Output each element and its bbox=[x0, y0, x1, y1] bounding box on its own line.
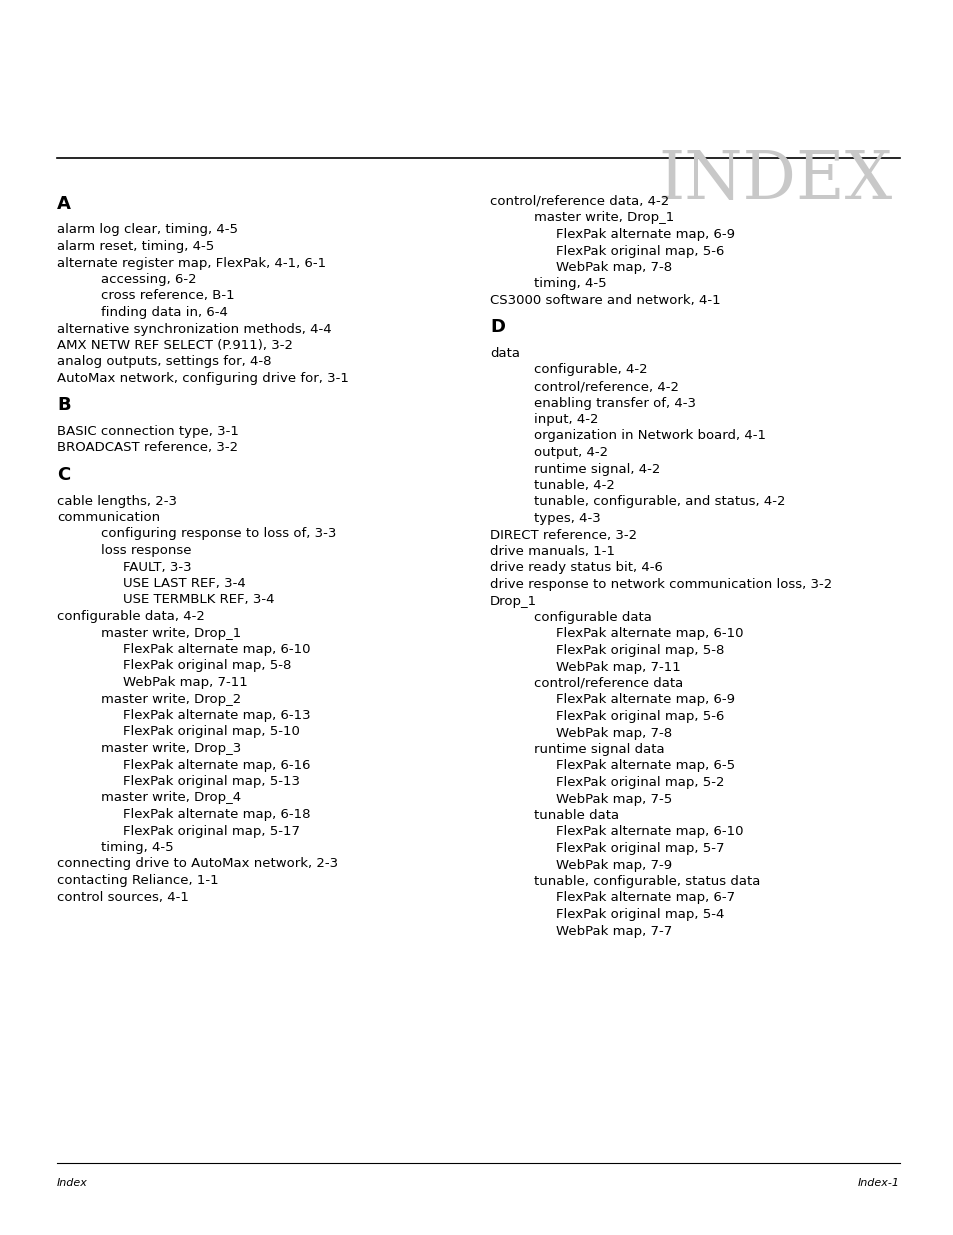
Text: timing, 4-5: timing, 4-5 bbox=[101, 841, 173, 853]
Text: FlexPak original map, 5-7: FlexPak original map, 5-7 bbox=[556, 842, 723, 855]
Text: WebPak map, 7-7: WebPak map, 7-7 bbox=[556, 925, 672, 937]
Text: configurable data, 4-2: configurable data, 4-2 bbox=[57, 610, 205, 622]
Text: finding data in, 6-4: finding data in, 6-4 bbox=[101, 306, 228, 319]
Text: WebPak map, 7-11: WebPak map, 7-11 bbox=[123, 676, 248, 689]
Text: analog outputs, settings for, 4-8: analog outputs, settings for, 4-8 bbox=[57, 356, 272, 368]
Text: master write, Drop_4: master write, Drop_4 bbox=[101, 792, 241, 804]
Text: control/reference data, 4-2: control/reference data, 4-2 bbox=[490, 195, 669, 207]
Text: cross reference, B-1: cross reference, B-1 bbox=[101, 289, 234, 303]
Text: BASIC connection type, 3-1: BASIC connection type, 3-1 bbox=[57, 425, 238, 438]
Text: accessing, 6-2: accessing, 6-2 bbox=[101, 273, 196, 287]
Text: connecting drive to AutoMax network, 2-3: connecting drive to AutoMax network, 2-3 bbox=[57, 857, 337, 871]
Text: configurable, 4-2: configurable, 4-2 bbox=[534, 363, 647, 377]
Text: FlexPak alternate map, 6-9: FlexPak alternate map, 6-9 bbox=[556, 694, 734, 706]
Text: FlexPak alternate map, 6-10: FlexPak alternate map, 6-10 bbox=[556, 825, 742, 839]
Text: WebPak map, 7-9: WebPak map, 7-9 bbox=[556, 858, 672, 872]
Text: alarm log clear, timing, 4-5: alarm log clear, timing, 4-5 bbox=[57, 224, 237, 236]
Text: DIRECT reference, 3-2: DIRECT reference, 3-2 bbox=[490, 529, 637, 541]
Text: organization in Network board, 4-1: organization in Network board, 4-1 bbox=[534, 430, 765, 442]
Text: FlexPak original map, 5-8: FlexPak original map, 5-8 bbox=[556, 643, 723, 657]
Text: FlexPak alternate map, 6-13: FlexPak alternate map, 6-13 bbox=[123, 709, 311, 722]
Text: master write, Drop_2: master write, Drop_2 bbox=[101, 693, 241, 705]
Text: data: data bbox=[490, 347, 519, 359]
Text: alternative synchronization methods, 4-4: alternative synchronization methods, 4-4 bbox=[57, 322, 332, 336]
Text: Drop_1: Drop_1 bbox=[490, 594, 537, 608]
Text: communication: communication bbox=[57, 511, 160, 524]
Text: WebPak map, 7-8: WebPak map, 7-8 bbox=[556, 726, 672, 740]
Text: FlexPak original map, 5-13: FlexPak original map, 5-13 bbox=[123, 776, 299, 788]
Text: control/reference, 4-2: control/reference, 4-2 bbox=[534, 380, 679, 393]
Text: C: C bbox=[57, 466, 71, 484]
Text: FAULT, 3-3: FAULT, 3-3 bbox=[123, 561, 192, 573]
Text: loss response: loss response bbox=[101, 543, 192, 557]
Text: control sources, 4-1: control sources, 4-1 bbox=[57, 890, 189, 904]
Text: configuring response to loss of, 3-3: configuring response to loss of, 3-3 bbox=[101, 527, 336, 541]
Text: USE LAST REF, 3-4: USE LAST REF, 3-4 bbox=[123, 577, 246, 590]
Text: D: D bbox=[490, 319, 504, 336]
Text: FlexPak original map, 5-8: FlexPak original map, 5-8 bbox=[123, 659, 291, 673]
Text: contacting Reliance, 1-1: contacting Reliance, 1-1 bbox=[57, 874, 218, 887]
Text: FlexPak alternate map, 6-16: FlexPak alternate map, 6-16 bbox=[123, 758, 310, 772]
Text: BROADCAST reference, 3-2: BROADCAST reference, 3-2 bbox=[57, 441, 238, 454]
Text: master write, Drop_1: master write, Drop_1 bbox=[101, 626, 241, 640]
Text: types, 4-3: types, 4-3 bbox=[534, 513, 600, 525]
Text: tunable data: tunable data bbox=[534, 809, 618, 823]
Text: FlexPak alternate map, 6-9: FlexPak alternate map, 6-9 bbox=[556, 228, 734, 241]
Text: master write, Drop_1: master write, Drop_1 bbox=[534, 211, 674, 225]
Text: FlexPak original map, 5-17: FlexPak original map, 5-17 bbox=[123, 825, 299, 837]
Text: tunable, configurable, and status, 4-2: tunable, configurable, and status, 4-2 bbox=[534, 495, 784, 509]
Text: FlexPak original map, 5-6: FlexPak original map, 5-6 bbox=[556, 245, 723, 258]
Text: INDEX: INDEX bbox=[659, 148, 892, 214]
Text: FlexPak alternate map, 6-7: FlexPak alternate map, 6-7 bbox=[556, 892, 735, 904]
Text: USE TERMBLK REF, 3-4: USE TERMBLK REF, 3-4 bbox=[123, 594, 274, 606]
Text: alternate register map, FlexPak, 4-1, 6-1: alternate register map, FlexPak, 4-1, 6-… bbox=[57, 257, 326, 269]
Text: drive response to network communication loss, 3-2: drive response to network communication … bbox=[490, 578, 831, 592]
Text: FlexPak alternate map, 6-5: FlexPak alternate map, 6-5 bbox=[556, 760, 735, 773]
Text: configurable data: configurable data bbox=[534, 611, 651, 624]
Text: runtime signal, 4-2: runtime signal, 4-2 bbox=[534, 462, 659, 475]
Text: cable lengths, 2-3: cable lengths, 2-3 bbox=[57, 494, 177, 508]
Text: input, 4-2: input, 4-2 bbox=[534, 412, 598, 426]
Text: control/reference data: control/reference data bbox=[534, 677, 682, 690]
Text: FlexPak alternate map, 6-10: FlexPak alternate map, 6-10 bbox=[123, 643, 310, 656]
Text: FlexPak alternate map, 6-10: FlexPak alternate map, 6-10 bbox=[556, 627, 742, 641]
Text: enabling transfer of, 4-3: enabling transfer of, 4-3 bbox=[534, 396, 696, 410]
Text: A: A bbox=[57, 195, 71, 212]
Text: drive ready status bit, 4-6: drive ready status bit, 4-6 bbox=[490, 562, 662, 574]
Text: CS3000 software and network, 4-1: CS3000 software and network, 4-1 bbox=[490, 294, 720, 308]
Text: tunable, configurable, status data: tunable, configurable, status data bbox=[534, 876, 760, 888]
Text: Index: Index bbox=[57, 1178, 88, 1188]
Text: output, 4-2: output, 4-2 bbox=[534, 446, 607, 459]
Text: AMX NETW REF SELECT (P.911), 3-2: AMX NETW REF SELECT (P.911), 3-2 bbox=[57, 338, 293, 352]
Text: FlexPak original map, 5-6: FlexPak original map, 5-6 bbox=[556, 710, 723, 722]
Text: alarm reset, timing, 4-5: alarm reset, timing, 4-5 bbox=[57, 240, 214, 253]
Text: drive manuals, 1-1: drive manuals, 1-1 bbox=[490, 545, 615, 558]
Text: tunable, 4-2: tunable, 4-2 bbox=[534, 479, 615, 492]
Text: FlexPak alternate map, 6-18: FlexPak alternate map, 6-18 bbox=[123, 808, 310, 821]
Text: FlexPak original map, 5-2: FlexPak original map, 5-2 bbox=[556, 776, 723, 789]
Text: B: B bbox=[57, 396, 71, 415]
Text: WebPak map, 7-11: WebPak map, 7-11 bbox=[556, 661, 680, 673]
Text: AutoMax network, configuring drive for, 3-1: AutoMax network, configuring drive for, … bbox=[57, 372, 349, 385]
Text: WebPak map, 7-8: WebPak map, 7-8 bbox=[556, 261, 672, 274]
Text: WebPak map, 7-5: WebPak map, 7-5 bbox=[556, 793, 672, 805]
Text: master write, Drop_3: master write, Drop_3 bbox=[101, 742, 241, 755]
Text: Index-1: Index-1 bbox=[857, 1178, 899, 1188]
Text: timing, 4-5: timing, 4-5 bbox=[534, 278, 606, 290]
Text: FlexPak original map, 5-10: FlexPak original map, 5-10 bbox=[123, 725, 299, 739]
Text: FlexPak original map, 5-4: FlexPak original map, 5-4 bbox=[556, 908, 723, 921]
Text: runtime signal data: runtime signal data bbox=[534, 743, 664, 756]
